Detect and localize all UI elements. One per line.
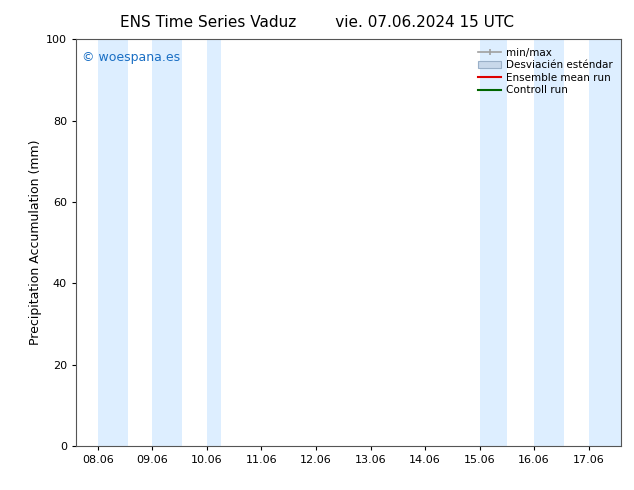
Text: ENS Time Series Vaduz        vie. 07.06.2024 15 UTC: ENS Time Series Vaduz vie. 07.06.2024 15… bbox=[120, 15, 514, 30]
Bar bbox=[588, 39, 621, 446]
Bar bbox=[152, 39, 183, 446]
Y-axis label: Precipitation Accumulation (mm): Precipitation Accumulation (mm) bbox=[29, 140, 42, 345]
Bar bbox=[98, 39, 128, 446]
Legend: min/max, Desviacién esténdar, Ensemble mean run, Controll run: min/max, Desviacién esténdar, Ensemble m… bbox=[475, 45, 616, 98]
Bar bbox=[534, 39, 564, 446]
Bar bbox=[479, 39, 507, 446]
Text: © woespana.es: © woespana.es bbox=[82, 51, 179, 64]
Bar bbox=[207, 39, 221, 446]
